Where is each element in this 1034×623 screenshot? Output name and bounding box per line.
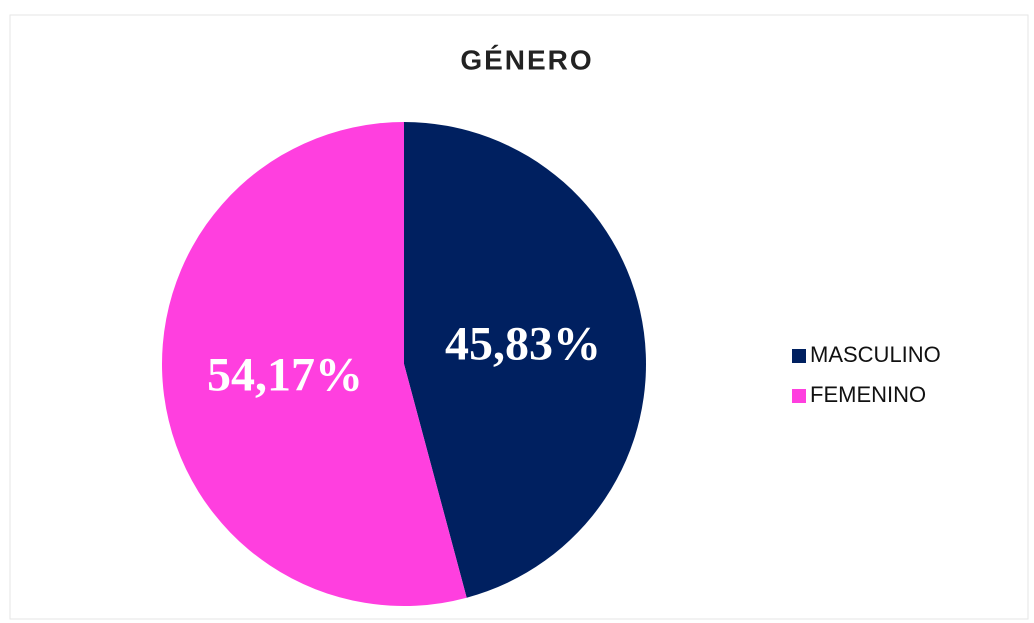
data-label: 54,17%: [207, 349, 363, 402]
data-label: 45,83%: [445, 317, 601, 370]
pie-slice: [161, 122, 467, 606]
legend-swatch: [792, 349, 806, 363]
pie-slice: [404, 122, 646, 598]
legend-swatch: [792, 389, 806, 403]
legend-label: FEMENINO: [810, 382, 926, 407]
legend-label: MASCULINO: [810, 342, 941, 367]
chart-title: GÉNERO: [460, 44, 593, 75]
